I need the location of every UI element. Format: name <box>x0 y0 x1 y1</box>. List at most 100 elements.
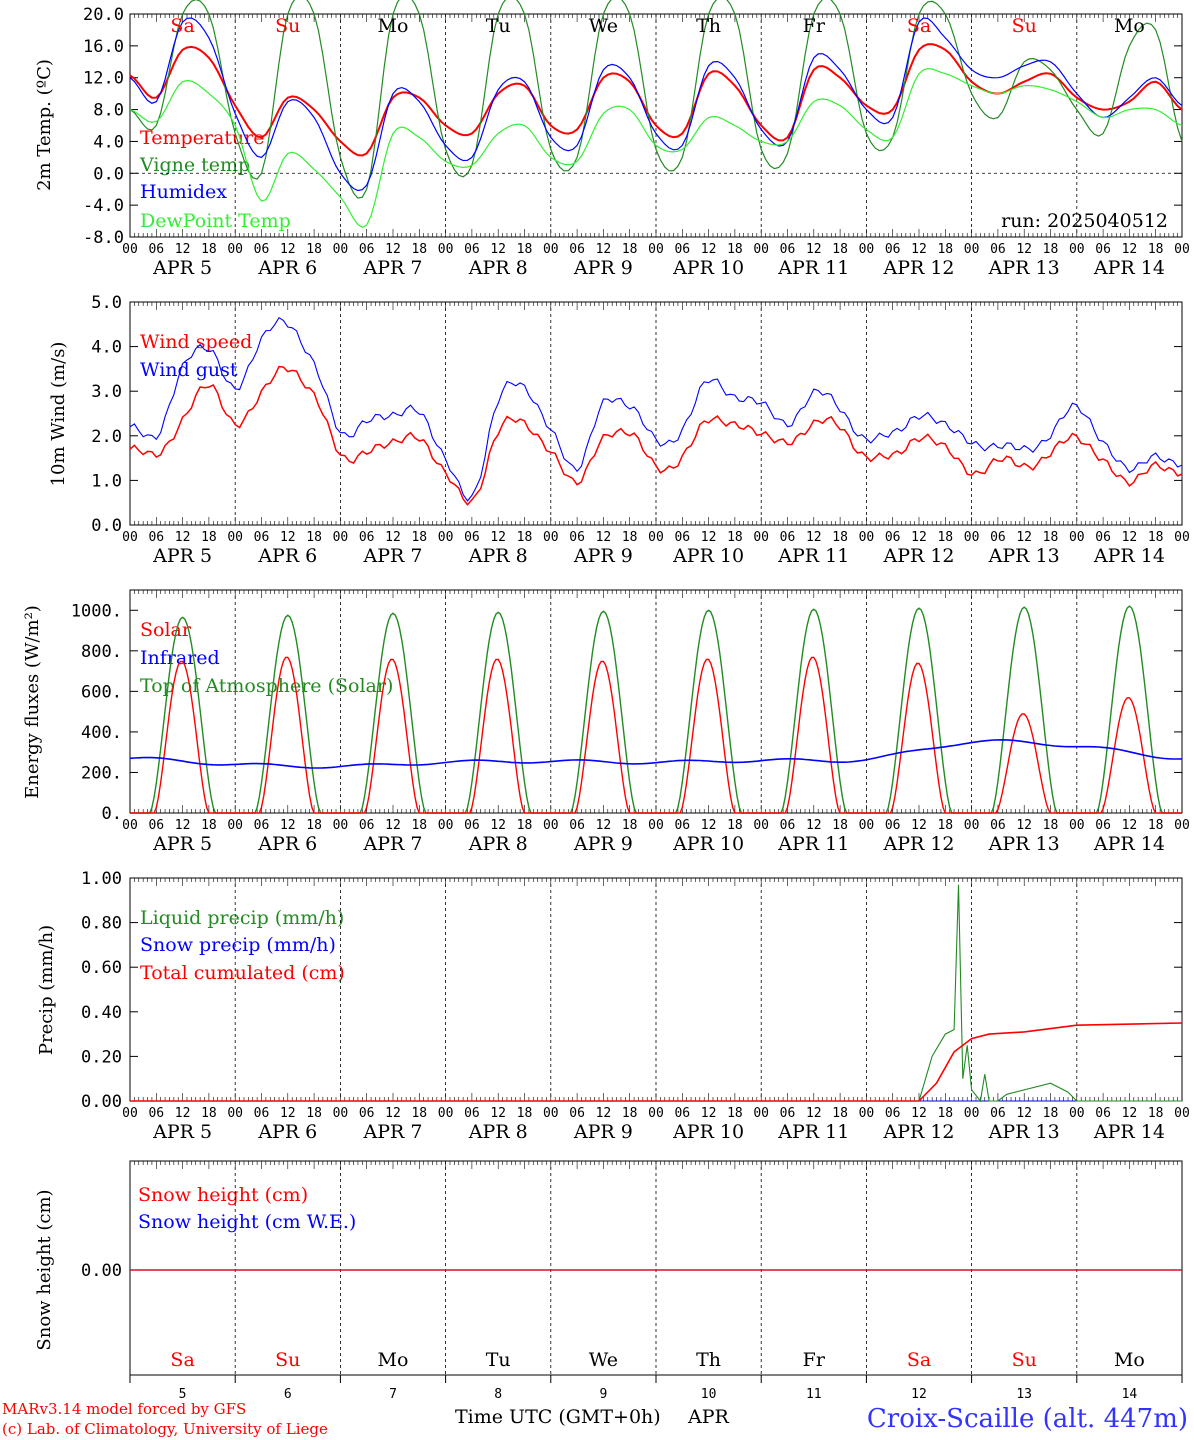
date-label: APR 10 <box>672 833 744 855</box>
hour-tick-label: 00 <box>648 818 664 833</box>
y-tick-label: 0.80 <box>81 914 122 934</box>
hour-tick-label: 00 <box>753 530 769 545</box>
hour-tick-label: 06 <box>885 1106 901 1121</box>
legend-temperature: Temperature <box>140 127 264 149</box>
legend-infrared: Infrared <box>140 647 220 669</box>
hour-tick-label: 18 <box>1043 818 1059 833</box>
hour-tick-label: 18 <box>517 530 533 545</box>
wind-series-1 <box>129 365 1183 506</box>
precip-panel: Precip (mm/h) Liquid precip (mm/h) Snow … <box>36 907 345 1055</box>
hour-tick-label: 06 <box>885 530 901 545</box>
weekday-label: Su <box>275 1349 300 1371</box>
hour-tick-label: 00 <box>964 818 980 833</box>
credit-line-1: MARv3.14 model forced by GFS <box>2 1400 246 1418</box>
hour-tick-label: 12 <box>1016 530 1032 545</box>
hour-tick-label: 00 <box>859 530 875 545</box>
precip-series-3 <box>130 1022 1183 1102</box>
hour-tick-label: 06 <box>464 530 480 545</box>
date-label: APR 7 <box>363 257 423 279</box>
hour-tick-label: 18 <box>727 242 743 257</box>
hour-tick-label: 18 <box>517 818 533 833</box>
hour-tick-label: 00 <box>648 1106 664 1121</box>
hour-tick-label: 18 <box>201 818 217 833</box>
hour-tick-label: 12 <box>490 242 506 257</box>
hour-tick-label: 06 <box>1095 530 1111 545</box>
weekday-label: Mo <box>378 1349 409 1371</box>
snow-ylabel: Snow height (cm) <box>34 1189 55 1350</box>
weekday-label: Fr <box>803 1349 826 1371</box>
y-tick-label: -8.0 <box>83 228 124 248</box>
hour-tick-label: 06 <box>148 1106 164 1121</box>
hour-tick-label: 00 <box>859 818 875 833</box>
y-tick-label: 800. <box>81 642 122 662</box>
legend-solar: Solar <box>140 619 192 641</box>
hour-tick-label: 06 <box>569 1106 585 1121</box>
y-tick-label: 20.0 <box>83 5 124 25</box>
hour-tick-label: 18 <box>201 1106 217 1121</box>
date-label: APR 11 <box>777 545 849 567</box>
hour-tick-label: 18 <box>937 530 953 545</box>
hour-tick-label: 18 <box>832 1106 848 1121</box>
hour-tick-label: 18 <box>411 1106 427 1121</box>
y-tick-label: 8.0 <box>93 101 124 121</box>
date-label: APR 11 <box>777 1121 849 1143</box>
hour-tick-label: 06 <box>148 530 164 545</box>
hour-tick-label: 06 <box>569 818 585 833</box>
hour-tick-label: 00 <box>1174 242 1190 257</box>
date-label: APR 12 <box>882 257 954 279</box>
weekday-label: Mo <box>378 15 409 37</box>
date-label: APR 11 <box>777 833 849 855</box>
hour-tick-label: 12 <box>1122 1106 1138 1121</box>
weekday-label: Sa <box>170 15 194 37</box>
hour-tick-label: 06 <box>780 242 796 257</box>
toa-solar-series <box>130 605 1182 814</box>
legend-liquid-precip: Liquid precip (mm/h) <box>140 907 344 929</box>
hour-tick-label: 18 <box>622 242 638 257</box>
hour-tick-label: 00 <box>333 530 349 545</box>
hour-tick-label: 18 <box>832 818 848 833</box>
hour-tick-label: 18 <box>1148 818 1164 833</box>
date-label: APR 8 <box>468 545 528 567</box>
date-label: APR 5 <box>152 833 212 855</box>
legend-wind-speed: Wind speed <box>140 331 252 353</box>
legend-snow-height-we: Snow height (cm W.E.) <box>138 1211 356 1233</box>
hour-tick-label: 00 <box>964 1106 980 1121</box>
y-tick-label: 1.0 <box>91 471 122 491</box>
legend-vigne-temp: Vigne temp <box>139 154 250 176</box>
weekday-label: Tu <box>486 15 511 37</box>
hour-tick-label: 06 <box>990 818 1006 833</box>
hour-tick-label: 00 <box>1069 530 1085 545</box>
hour-tick-label: 00 <box>333 818 349 833</box>
energy-ylabel: Energy fluxes (W/m²) <box>22 605 43 799</box>
y-tick-label: 4.0 <box>93 132 124 152</box>
date-label: APR 12 <box>882 1121 954 1143</box>
snow-panel: Snow height (cm) Snow height (cm) Snow h… <box>34 1184 356 1351</box>
date-label: APR 5 <box>152 1121 212 1143</box>
hour-tick-label: 18 <box>306 530 322 545</box>
hour-tick-label: 00 <box>333 242 349 257</box>
hour-tick-label: 06 <box>885 242 901 257</box>
x-axis-title: Time UTC (GMT+0h) <box>455 1406 661 1428</box>
hour-tick-label: 00 <box>1174 530 1190 545</box>
hour-tick-label: 06 <box>990 242 1006 257</box>
hour-tick-label: 12 <box>806 530 822 545</box>
hour-tick-label: 12 <box>1016 242 1032 257</box>
wind-series-2 <box>129 316 1183 502</box>
hour-tick-label: 00 <box>122 242 138 257</box>
hour-tick-label: 12 <box>911 1106 927 1121</box>
hour-tick-label: 00 <box>1069 1106 1085 1121</box>
date-label: APR 5 <box>152 545 212 567</box>
y-tick-label: 0.60 <box>81 958 122 978</box>
legend-dewpoint-temp: DewPoint Temp <box>140 210 291 232</box>
weekday-label: Tu <box>486 1349 511 1371</box>
hour-tick-label: 18 <box>937 818 953 833</box>
hour-tick-label: 06 <box>254 242 270 257</box>
hour-tick-label: 00 <box>753 242 769 257</box>
hour-tick-label: 18 <box>517 242 533 257</box>
date-label: APR 10 <box>672 545 744 567</box>
hour-tick-label: 18 <box>727 818 743 833</box>
weekday-label: Sa <box>907 1349 931 1371</box>
hour-tick-label: 12 <box>911 242 927 257</box>
hour-tick-label: 00 <box>648 242 664 257</box>
